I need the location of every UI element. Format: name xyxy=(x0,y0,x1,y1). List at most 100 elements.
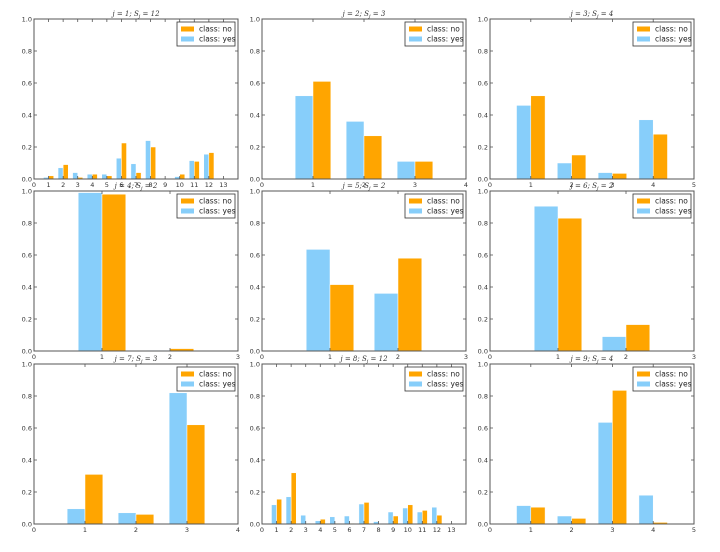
x-tick-label: 4 xyxy=(464,181,468,189)
legend-label: class: yes xyxy=(427,207,464,216)
y-tick-label: 0.2 xyxy=(478,488,488,496)
y-tick-label: 0.2 xyxy=(250,488,260,496)
x-tick-label: 0 xyxy=(260,526,264,534)
x-tick-label: 5 xyxy=(692,181,696,189)
y-tick-label: 0.8 xyxy=(22,392,32,400)
x-tick-label: 7 xyxy=(362,526,366,534)
y-tick-label: 0.0 xyxy=(478,347,488,355)
bar-no-2 xyxy=(571,154,587,180)
y-tick-label: 0.4 xyxy=(478,456,488,464)
y-tick-label: 1.0 xyxy=(478,15,488,23)
y-tick-label: 0.6 xyxy=(478,79,488,87)
y-tick-label: 1.0 xyxy=(250,360,260,368)
x-tick-label: 5 xyxy=(105,181,109,189)
bar-yes-12 xyxy=(203,153,210,180)
bar-yes-3 xyxy=(300,514,306,525)
subplot-title: j = 1; Sj = 12 xyxy=(110,10,160,20)
y-tick-label: 0.2 xyxy=(478,315,488,323)
bar-yes-5 xyxy=(329,516,336,525)
y-tick-label: 0.4 xyxy=(22,456,32,464)
x-tick-label: 2 xyxy=(570,526,574,534)
bar-no-2 xyxy=(571,518,587,525)
y-tick-label: 1.0 xyxy=(22,360,32,368)
y-tick-label: 0.2 xyxy=(22,143,32,151)
bar-yes-2 xyxy=(557,515,572,525)
x-tick-label: 1 xyxy=(311,181,315,189)
y-tick-label: 0.0 xyxy=(478,175,488,183)
y-tick-label: 0.4 xyxy=(250,456,260,464)
bar-yes-4 xyxy=(86,173,93,180)
x-tick-label: 2 xyxy=(134,526,138,534)
y-tick-label: 0.8 xyxy=(250,47,260,55)
subplot-7: 0 1 2 3 4 0.0 0.2 0.4 0.6 0.8 1.0 j = 7; Sj = 3 clas… xyxy=(22,355,240,534)
y-tick-label: 1.0 xyxy=(22,187,32,195)
legend-swatch-no xyxy=(181,198,194,204)
legend-label: class: no xyxy=(199,25,232,34)
legend-box xyxy=(176,21,236,47)
legend-label: class: yes xyxy=(655,35,692,44)
x-tick-label: 5 xyxy=(333,526,337,534)
bar-yes-2 xyxy=(601,336,627,352)
y-tick-label: 0.4 xyxy=(478,283,488,291)
axes-frame xyxy=(489,18,695,180)
legend-label: class: yes xyxy=(427,380,464,389)
legend-swatch-no xyxy=(637,26,650,32)
x-tick-label: 8 xyxy=(149,181,153,189)
bar-yes-5 xyxy=(101,173,108,180)
bar-no-1 xyxy=(101,193,127,352)
bar-yes-3 xyxy=(72,172,78,180)
x-tick-label: 11 xyxy=(418,526,426,534)
bar-yes-2 xyxy=(557,162,572,180)
legend-label: class: no xyxy=(655,197,688,206)
x-tick-label: 10 xyxy=(176,181,184,189)
x-tick-label: 13 xyxy=(447,526,455,534)
x-tick-label: 13 xyxy=(219,181,227,189)
x-tick-label: 0 xyxy=(260,181,264,189)
x-tick-label: 6 xyxy=(119,181,123,189)
bar-no-9 xyxy=(392,515,399,525)
bar-yes-1 xyxy=(294,95,314,180)
x-tick-label: 3 xyxy=(76,181,80,189)
bar-yes-2 xyxy=(373,293,399,352)
y-tick-label: 0.0 xyxy=(250,175,260,183)
bar-yes-11 xyxy=(188,160,195,180)
x-tick-label: 5 xyxy=(692,526,696,534)
y-tick-label: 0.8 xyxy=(22,219,32,227)
legend-label: class: no xyxy=(199,370,232,379)
legend-box xyxy=(176,366,236,392)
bar-yes-1 xyxy=(77,192,103,352)
legend-label: class: yes xyxy=(427,35,464,44)
bar-no-11 xyxy=(194,161,200,180)
axes-frame xyxy=(33,190,239,352)
x-tick-label: 2 xyxy=(570,181,574,189)
y-tick-label: 0.8 xyxy=(250,392,260,400)
subplot-title: j = 2; Sj = 3 xyxy=(341,10,386,20)
legend-swatch-no xyxy=(637,371,650,377)
bar-yes-2 xyxy=(57,167,64,180)
y-tick-label: 0.4 xyxy=(250,283,260,291)
legend-box xyxy=(404,21,464,47)
x-tick-label: 2 xyxy=(624,353,628,361)
x-tick-label: 6 xyxy=(347,526,351,534)
y-tick-label: 1.0 xyxy=(478,187,488,195)
x-tick-label: 11 xyxy=(190,181,198,189)
bar-yes-1 xyxy=(305,249,331,352)
y-tick-label: 1.0 xyxy=(250,15,260,23)
legend-box xyxy=(404,366,464,392)
x-tick-label: 2 xyxy=(61,181,65,189)
x-tick-label: 4 xyxy=(318,526,322,534)
x-tick-label: 1 xyxy=(275,526,279,534)
y-tick-label: 0.8 xyxy=(22,47,32,55)
x-tick-label: 8 xyxy=(377,526,381,534)
x-tick-label: 0 xyxy=(32,353,36,361)
y-tick-label: 0.0 xyxy=(250,520,260,528)
legend-label: class: no xyxy=(427,25,460,34)
y-tick-label: 0.6 xyxy=(22,424,32,432)
bar-yes-1 xyxy=(516,505,532,525)
bar-no-2 xyxy=(397,257,423,352)
